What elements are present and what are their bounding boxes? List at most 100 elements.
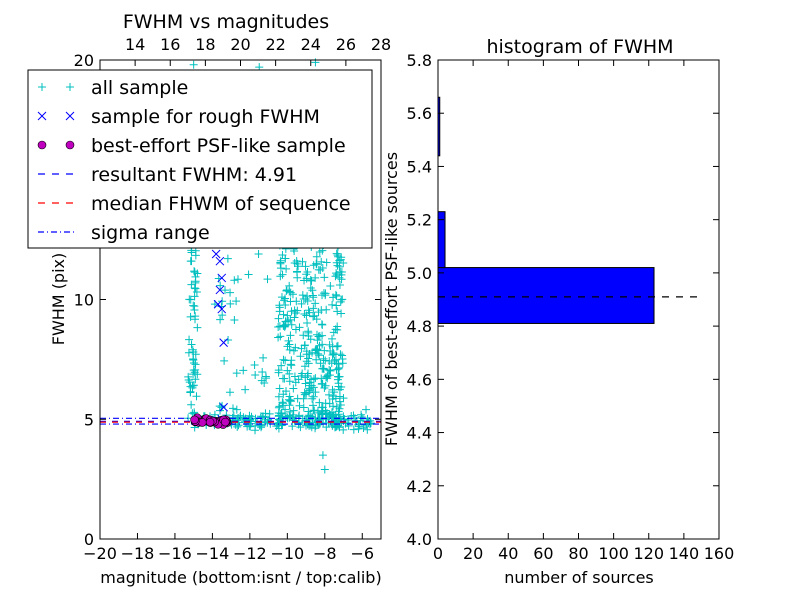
legend-marker-plus <box>38 83 46 91</box>
all-sample-point <box>282 264 291 273</box>
x-tick-label: 0 <box>433 544 443 563</box>
all-sample-point <box>314 308 323 317</box>
rough-fwhm-point <box>213 299 223 309</box>
all-sample-point <box>230 315 239 324</box>
x-tick-label: −8 <box>313 544 337 563</box>
legend-entry: sigma range <box>38 222 210 244</box>
x-tick-label: −18 <box>121 544 155 563</box>
all-sample-point <box>308 394 317 403</box>
all-sample-point <box>216 281 225 290</box>
top-x-tick-label: 24 <box>301 35 321 54</box>
legend-marker-cross <box>37 111 47 121</box>
all-sample-point <box>189 358 198 367</box>
all-sample-point <box>290 372 299 381</box>
all-sample-point <box>329 350 338 359</box>
all-sample-point <box>232 297 241 306</box>
all-sample-point <box>305 349 314 358</box>
all-sample-point <box>334 421 343 430</box>
all-sample-point <box>279 390 288 399</box>
all-sample-point <box>223 254 232 263</box>
all-sample-point <box>313 336 322 345</box>
all-sample-point <box>192 392 201 401</box>
all-sample-point <box>275 402 284 411</box>
right-data-marks <box>437 96 698 324</box>
all-sample-point <box>291 343 300 352</box>
all-sample-point <box>276 409 285 418</box>
all-sample-point <box>309 406 318 415</box>
all-sample-point <box>319 364 328 373</box>
all-sample-point <box>314 332 323 341</box>
all-sample-point <box>185 335 194 344</box>
all-sample-point <box>332 258 341 267</box>
all-sample-point <box>293 273 302 282</box>
all-sample-point <box>307 381 316 390</box>
all-sample-point <box>274 366 283 375</box>
all-sample-point <box>186 257 195 266</box>
all-sample-point <box>362 405 371 414</box>
all-sample-point <box>191 315 200 324</box>
all-sample-point <box>287 307 296 316</box>
all-sample-point <box>285 369 294 378</box>
right-x-axis-label: number of sources <box>504 568 654 587</box>
legend-marker-cross <box>65 111 75 121</box>
all-sample-point <box>282 286 291 295</box>
legend-entry: resultant FWHM: 4.91 <box>38 164 297 186</box>
all-sample-point <box>318 451 327 460</box>
all-sample-point <box>321 381 330 390</box>
all-sample-point <box>274 392 283 401</box>
legend-entry: median FHWM of sequence <box>38 193 351 215</box>
rough-fwhm-point <box>215 256 225 266</box>
y-tick-label: 5.0 <box>407 264 432 283</box>
all-sample-point <box>289 384 298 393</box>
all-sample-point <box>286 396 295 405</box>
all-sample-point <box>306 335 315 344</box>
all-sample-point <box>334 407 343 416</box>
all-sample-point <box>328 342 337 351</box>
legend-label: best-effort PSF-like sample <box>91 135 346 157</box>
rough-fwhm-point <box>217 304 227 314</box>
right-x-axis: 0 20 40 60 80 100 120 140 160 <box>433 60 734 563</box>
y-tick-label: 10 <box>74 291 94 310</box>
all-sample-point <box>279 296 288 305</box>
all-sample-point <box>186 312 195 321</box>
all-sample-point <box>275 384 284 393</box>
x-tick-label: −10 <box>270 544 304 563</box>
all-sample-point <box>297 299 306 308</box>
all-sample-point <box>303 318 312 327</box>
rough-fwhm-point <box>219 402 228 412</box>
all-sample-point <box>189 347 198 356</box>
all-sample-point <box>191 284 200 293</box>
all-sample-point <box>328 395 337 404</box>
all-sample-point <box>337 309 346 318</box>
all-sample-point <box>230 276 239 285</box>
legend-entry: all sample <box>38 77 188 99</box>
all-sample-point <box>260 379 269 388</box>
all-sample-point <box>304 359 313 368</box>
all-sample-point <box>276 256 285 265</box>
all-sample-point <box>315 341 324 350</box>
y-tick-label: 5.8 <box>407 51 432 70</box>
all-sample-point <box>278 251 287 260</box>
all-sample-point <box>189 370 198 379</box>
left-top-x-axis: 14 16 18 20 22 24 26 28 <box>125 35 391 66</box>
best-effort-point <box>190 415 199 425</box>
all-sample-point <box>233 422 242 431</box>
all-sample-point <box>279 355 288 364</box>
all-sample-point <box>296 352 305 361</box>
all-sample-point <box>322 373 331 382</box>
all-sample-point <box>329 293 338 302</box>
all-sample-point <box>281 317 290 326</box>
all-sample-point <box>241 385 250 394</box>
y-tick-label: 5.4 <box>407 157 432 176</box>
all-sample-point <box>339 394 348 403</box>
all-sample-point <box>335 281 344 290</box>
all-sample-point <box>334 360 343 369</box>
all-sample-point <box>309 304 318 313</box>
all-sample-point <box>354 424 363 433</box>
all-sample-point <box>332 249 341 258</box>
all-sample-point <box>185 378 194 387</box>
all-sample-point <box>220 356 229 365</box>
right-chart-title: histogram of FWHM <box>486 36 673 58</box>
legend-entry: sample for rough FWHM <box>37 106 320 128</box>
